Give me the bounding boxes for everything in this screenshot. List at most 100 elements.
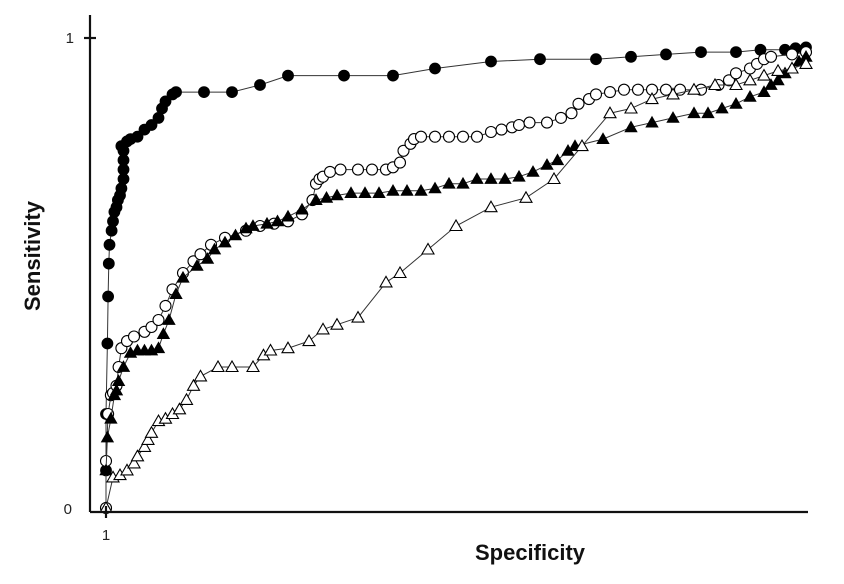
series-2-line (105, 56, 807, 508)
series-1-point-31 (351, 163, 365, 176)
series-3-point-14 (186, 378, 201, 391)
series-2-point-60 (771, 73, 785, 86)
series-3-line (105, 63, 807, 509)
series-1-point-64 (729, 67, 743, 80)
series-2-point-1 (99, 463, 113, 476)
series-2-point-14 (162, 313, 176, 325)
series-2-point-31 (344, 186, 358, 199)
series-3-point-30 (484, 200, 498, 213)
series-3-point-36 (645, 91, 659, 105)
series-3-point-24 (330, 317, 344, 330)
series-0-point-42 (730, 46, 742, 58)
series-1-point-51 (565, 107, 578, 120)
series-0-point-4 (102, 290, 114, 303)
series-1-point-39 (414, 130, 428, 143)
series-2-point-40 (470, 172, 484, 184)
series-2-point-55 (715, 101, 729, 114)
series-3-point-32 (547, 171, 561, 185)
series-3-point-5 (130, 449, 145, 462)
series-2-point-33 (372, 186, 386, 199)
series-2-point-51 (645, 115, 659, 128)
series-3-point-27 (393, 265, 407, 279)
series-0-point-33 (338, 69, 350, 82)
series-2-point-53 (687, 106, 701, 119)
series-2-point-38 (442, 176, 456, 189)
series-1-point-50 (554, 111, 568, 124)
series-0-point-35 (429, 62, 441, 75)
x-tick-label: 1 (102, 527, 110, 544)
series-0-point-28 (170, 86, 182, 98)
series-3-open-triangle (99, 56, 813, 514)
series-1-point-44 (484, 125, 498, 139)
series-0-line (105, 46, 807, 508)
series-3-point-45 (799, 56, 813, 69)
series-0-point-34 (387, 69, 399, 82)
series-2-point-43 (512, 169, 526, 182)
series-0-point-5 (102, 257, 115, 270)
series-0-filled-circle (100, 41, 812, 514)
series-3-point-31 (519, 190, 533, 203)
series-3-point-21 (281, 341, 295, 354)
series-2-point-30 (330, 188, 344, 201)
series-3-point-33 (575, 138, 589, 152)
series-3-point-6 (137, 439, 152, 452)
series-0-point-29 (198, 86, 210, 98)
series-3-point-4 (127, 456, 141, 469)
series-2-point-15 (169, 287, 183, 300)
series-2-point-52 (666, 111, 680, 123)
series-1-point-30 (334, 163, 347, 176)
series-1-point-42 (456, 130, 470, 143)
series-3-point-18 (246, 359, 260, 373)
series-2-point-28 (309, 193, 323, 206)
series-2-point-12 (151, 341, 166, 354)
series-3-point-37 (666, 87, 680, 100)
y-axis-title: Sensitivity (20, 200, 45, 311)
series-3-point-34 (603, 106, 617, 119)
series-1-open-circle (99, 46, 813, 515)
series-3-point-7 (141, 432, 155, 445)
series-2-point-34 (386, 183, 400, 196)
series-2-point-35 (400, 183, 414, 196)
series-2-point-24 (260, 216, 274, 229)
series-1-point-55 (603, 86, 617, 99)
series-2-point-42 (498, 172, 512, 184)
series-3-point-20 (263, 343, 278, 356)
series-3-point-39 (708, 77, 722, 91)
series-1-point-49 (540, 116, 554, 129)
series-2-point-20 (218, 235, 232, 248)
series-3-point-41 (743, 73, 757, 86)
x-axis-title: Specificity (475, 540, 586, 565)
series-0-point-23 (145, 119, 158, 131)
series-0-point-38 (590, 53, 602, 66)
series-1-point-54 (589, 88, 603, 101)
series-1-point-40 (428, 130, 442, 143)
y-tick-label-top: 1 (66, 30, 74, 47)
series-2-point-13 (156, 327, 171, 340)
series-2-point-19 (207, 242, 222, 255)
series-0-point-3 (101, 337, 114, 350)
series-0-point-21 (131, 130, 144, 143)
series-3-point-15 (193, 369, 208, 382)
series-0-point-37 (534, 53, 546, 66)
series-3-point-3 (120, 463, 134, 476)
series-1-point-47 (512, 118, 526, 132)
series-3-point-26 (379, 275, 393, 288)
series-1-point-69 (785, 48, 799, 61)
series-3-point-22 (302, 333, 316, 347)
series-1-point-45 (495, 123, 508, 136)
series-2-point-54 (701, 106, 715, 119)
series-0-point-36 (485, 55, 497, 68)
series-layer (99, 41, 813, 515)
series-2-point-58 (757, 85, 771, 97)
series-3-point-12 (172, 402, 187, 415)
series-2-point-45 (540, 158, 554, 170)
series-2-point-49 (596, 132, 610, 145)
series-3-point-8 (144, 425, 159, 438)
series-0-point-39 (625, 50, 637, 63)
series-2-point-56 (729, 96, 743, 109)
series-1-point-59 (659, 83, 673, 96)
series-2-point-41 (484, 172, 498, 184)
series-3-point-44 (785, 61, 799, 74)
series-1-point-35 (393, 156, 407, 169)
